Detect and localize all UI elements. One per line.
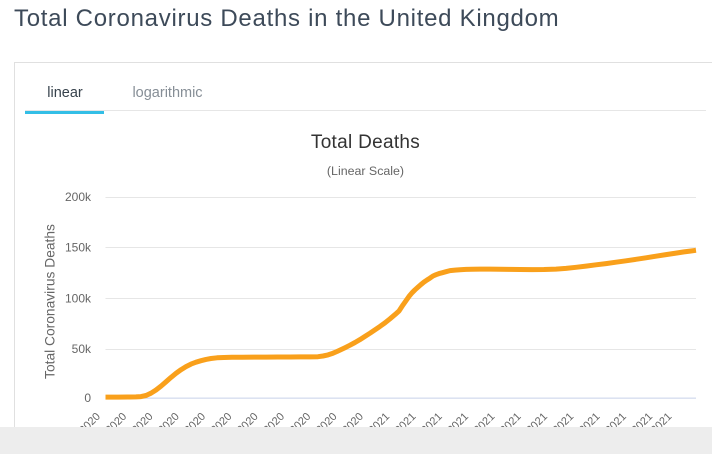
svg-text:Total Deaths: Total Deaths: [311, 132, 420, 153]
svg-text:150k: 150k: [65, 241, 92, 255]
svg-text:Total Coronavirus Deaths: Total Coronavirus Deaths: [43, 224, 58, 379]
svg-text:50k: 50k: [72, 342, 92, 356]
svg-text:100k: 100k: [65, 291, 92, 305]
svg-text:(Linear Scale): (Linear Scale): [327, 164, 404, 178]
svg-text:200k: 200k: [65, 190, 92, 204]
svg-text:0: 0: [84, 391, 91, 405]
svg-text:Feb 15, 2020: Feb 15, 2020: [49, 411, 103, 427]
